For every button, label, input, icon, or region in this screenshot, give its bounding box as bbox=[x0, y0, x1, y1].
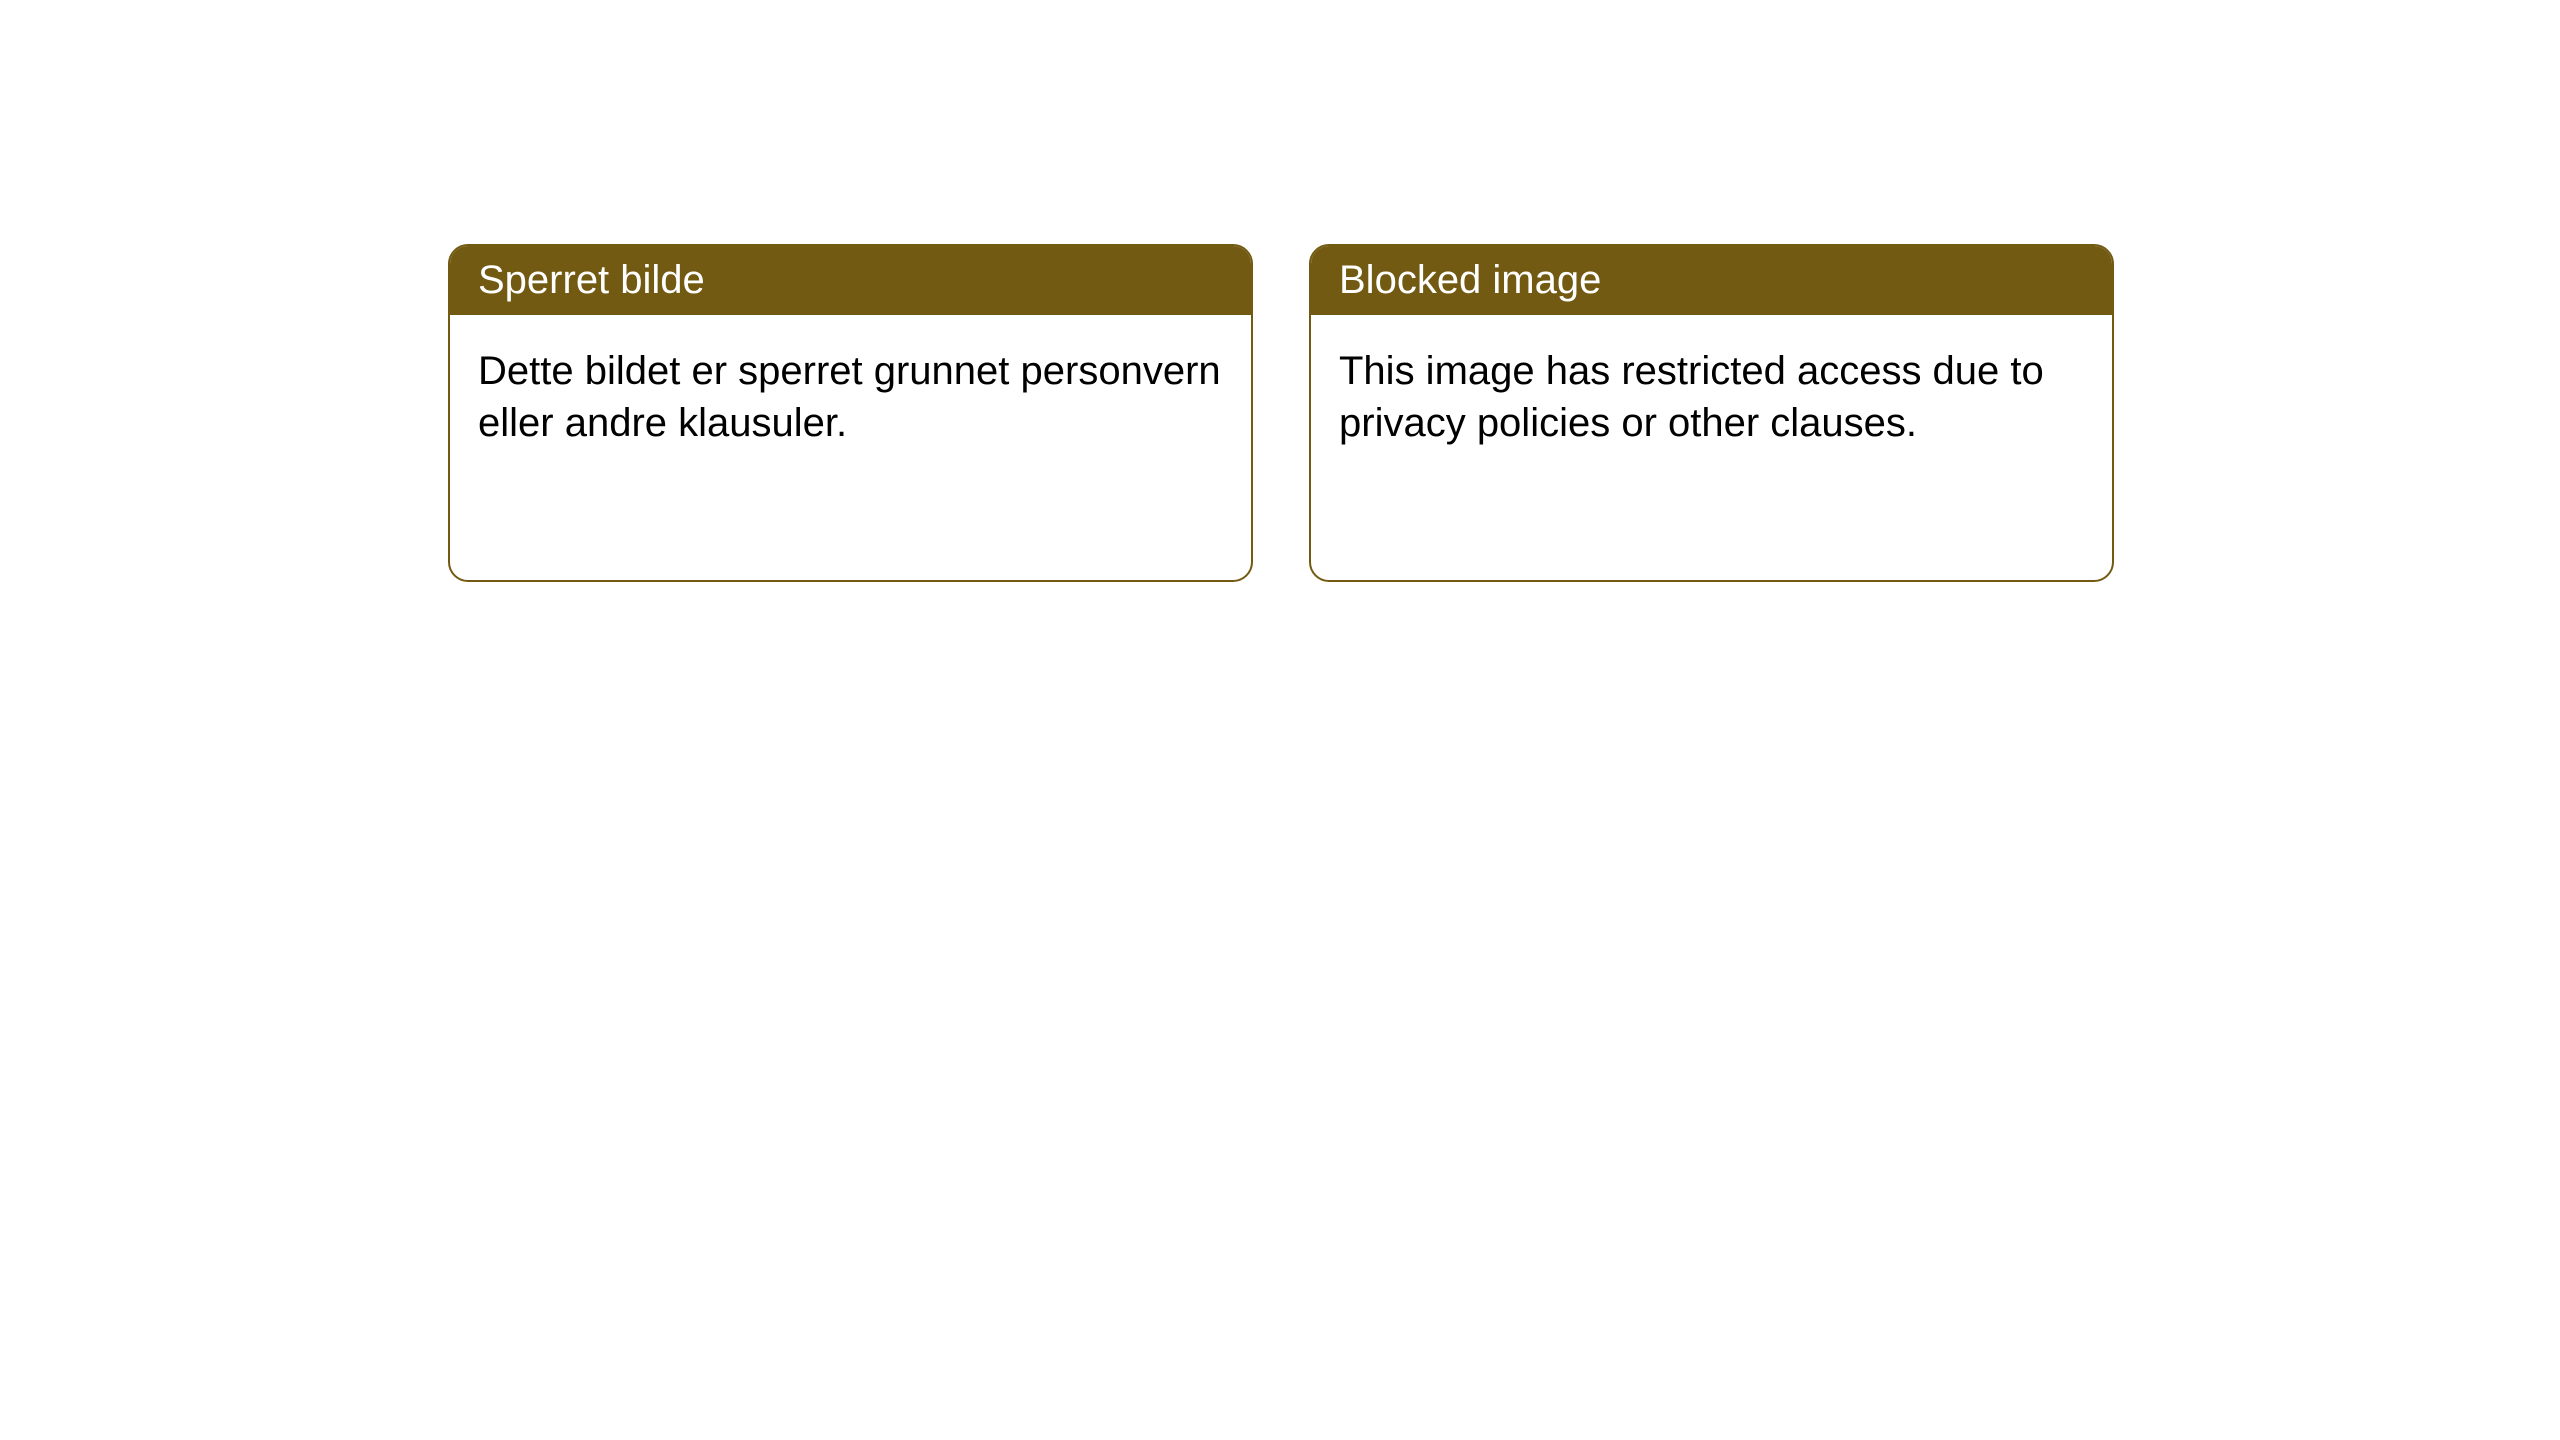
notice-card-title: Sperret bilde bbox=[450, 246, 1251, 315]
notice-card-body: This image has restricted access due to … bbox=[1311, 315, 2112, 479]
notice-card-english: Blocked image This image has restricted … bbox=[1309, 244, 2114, 582]
notice-card-body: Dette bildet er sperret grunnet personve… bbox=[450, 315, 1251, 479]
notice-card-norwegian: Sperret bilde Dette bildet er sperret gr… bbox=[448, 244, 1253, 582]
notice-card-title: Blocked image bbox=[1311, 246, 2112, 315]
notice-cards-container: Sperret bilde Dette bildet er sperret gr… bbox=[0, 0, 2560, 582]
